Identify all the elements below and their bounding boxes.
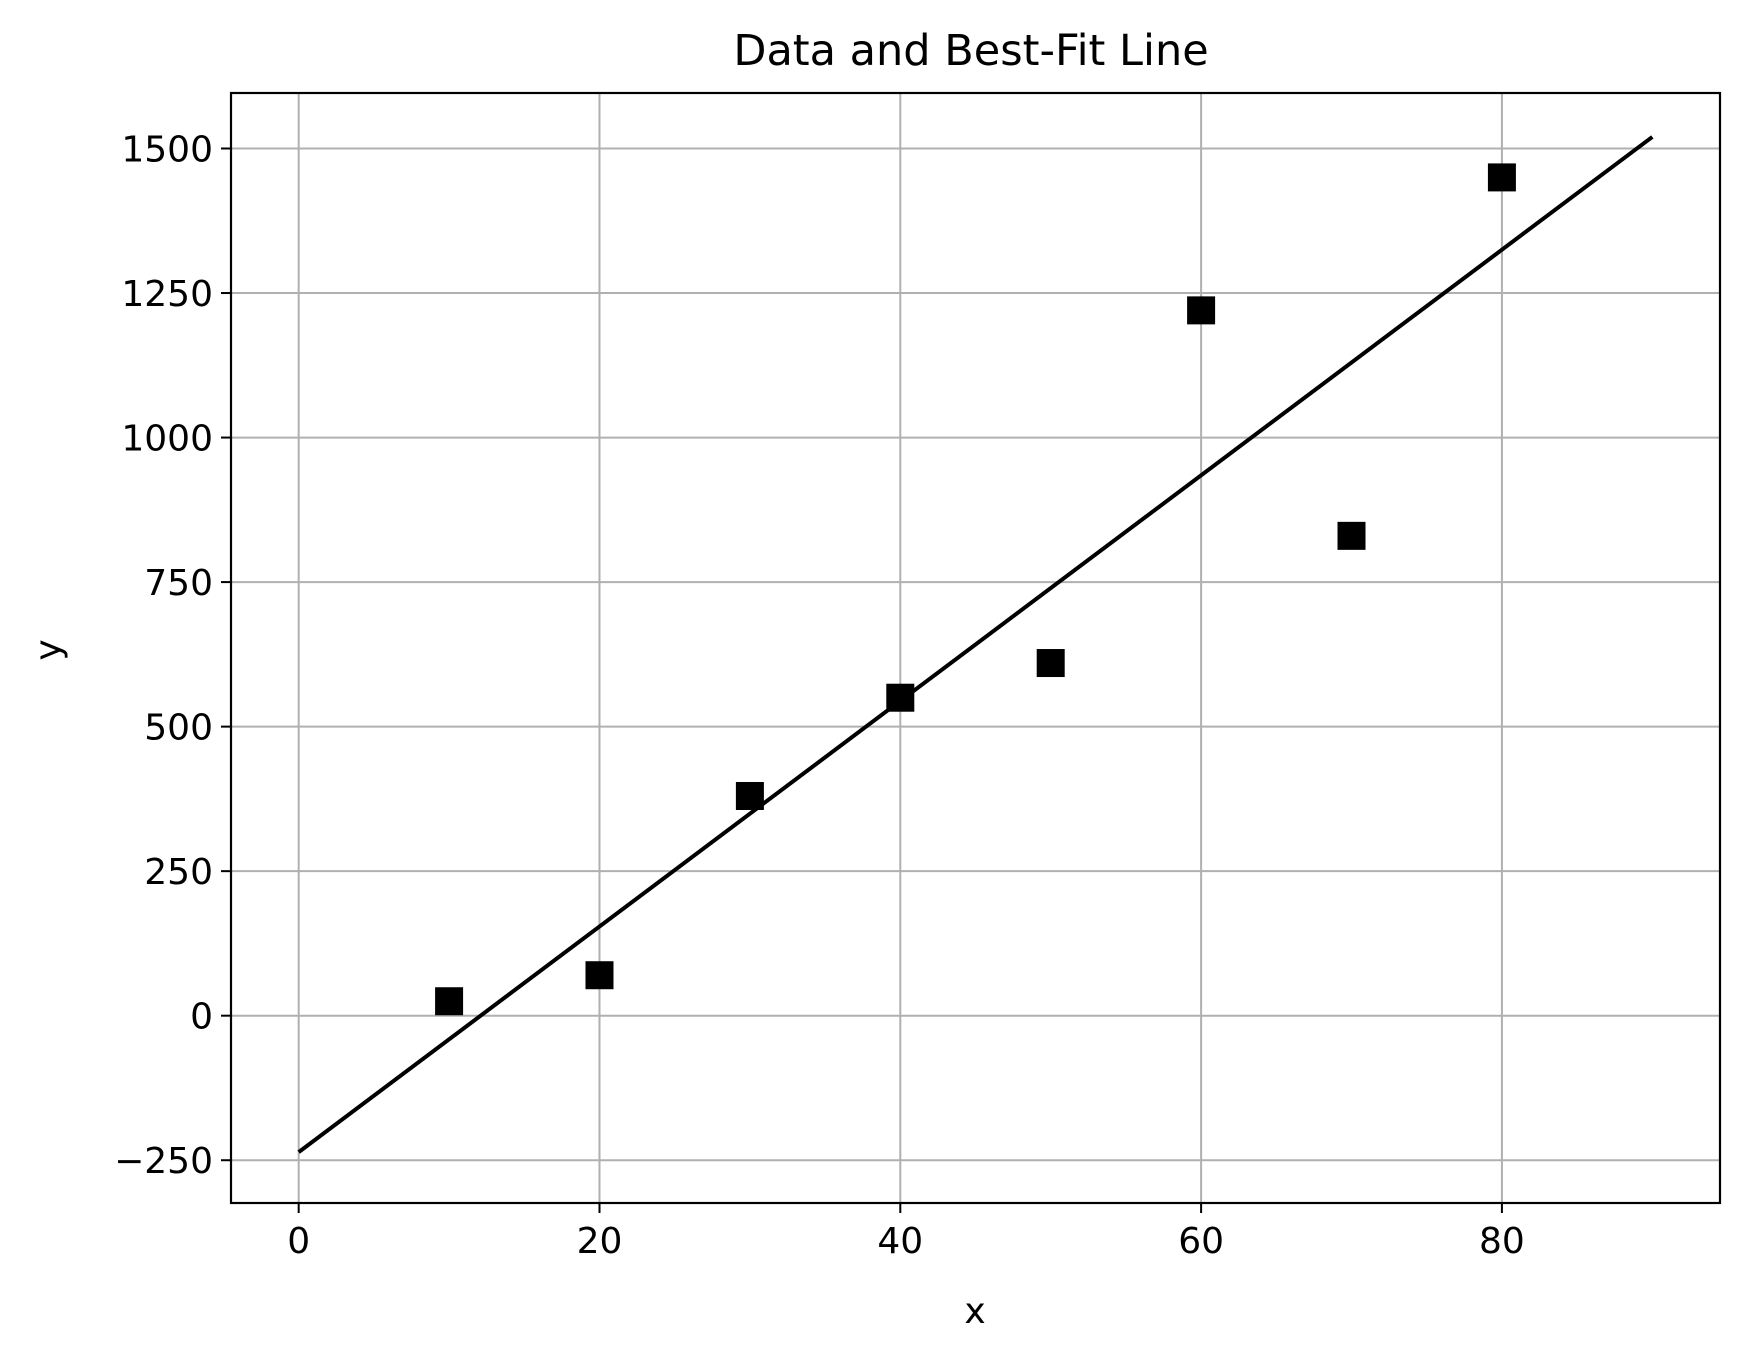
data-point bbox=[1187, 296, 1215, 324]
x-tick-label: 80 bbox=[1479, 1221, 1525, 1262]
data-point bbox=[585, 961, 613, 989]
x-tick-label: 0 bbox=[287, 1221, 310, 1262]
y-tick-label: −250 bbox=[114, 1141, 213, 1182]
data-point bbox=[1037, 649, 1065, 677]
x-tick-label: 60 bbox=[1178, 1221, 1224, 1262]
data-point bbox=[1338, 522, 1366, 550]
data-point bbox=[435, 987, 463, 1015]
chart-title: Data and Best-Fit Line bbox=[733, 26, 1208, 76]
y-tick-label: 750 bbox=[144, 563, 213, 604]
y-tick-label: 0 bbox=[190, 997, 213, 1038]
data-point bbox=[1488, 163, 1516, 191]
y-axis-label: y bbox=[28, 639, 69, 660]
y-tick-label: 500 bbox=[144, 708, 213, 749]
y-tick-label: 250 bbox=[144, 852, 213, 893]
x-tick-label: 40 bbox=[877, 1221, 923, 1262]
y-tick-label: 1500 bbox=[121, 130, 213, 171]
x-tick-label: 20 bbox=[577, 1221, 623, 1262]
y-tick-label: 1250 bbox=[121, 274, 213, 315]
y-tick-label: 1000 bbox=[121, 419, 213, 460]
x-axis-label: x bbox=[964, 1291, 985, 1332]
